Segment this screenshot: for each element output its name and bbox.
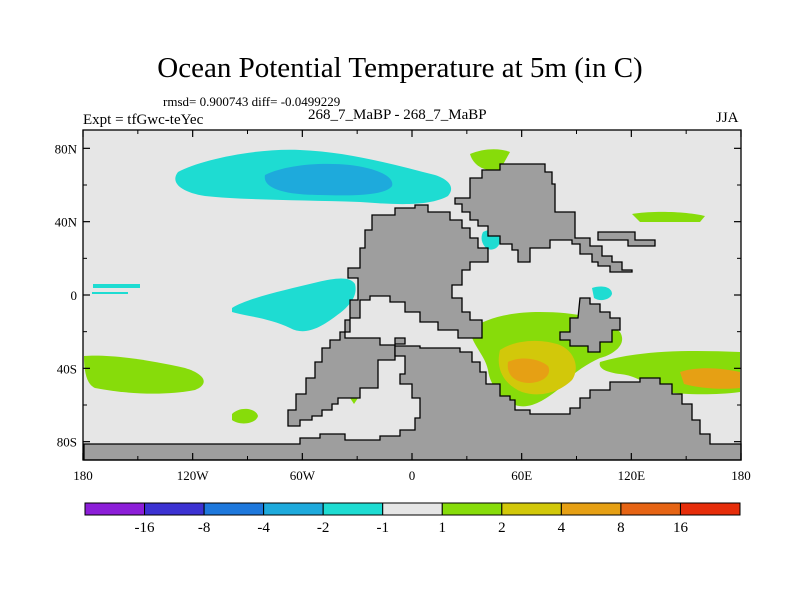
anomaly-layer bbox=[84, 149, 740, 424]
colorbar-label: 1 bbox=[439, 520, 447, 536]
x-tick-label: 120W bbox=[177, 468, 210, 483]
x-tick-label: 60W bbox=[290, 468, 316, 483]
chart-title: Ocean Potential Temperature at 5m (in C) bbox=[157, 52, 643, 84]
colorbar-label: -2 bbox=[317, 520, 330, 536]
land-main-north-east bbox=[454, 163, 633, 273]
colorbar-label: 4 bbox=[558, 520, 566, 536]
y-tick-label: 80N bbox=[55, 141, 78, 156]
colorbar-box-6 bbox=[441, 502, 503, 516]
land-east-island bbox=[559, 297, 621, 353]
land-southern bbox=[83, 345, 742, 461]
anomaly-small-cool-2 bbox=[592, 286, 612, 301]
x-axis: 180 120W 60W 0 60E 120E 180 bbox=[73, 130, 751, 483]
anomaly-small-warm-blob bbox=[232, 408, 258, 424]
land-strip-east bbox=[597, 231, 656, 247]
x-tick-label: 0 bbox=[409, 468, 416, 483]
anomaly-indian-ocean-core bbox=[507, 358, 550, 383]
colorbar-box-4 bbox=[322, 502, 384, 516]
x-tick-label: 180 bbox=[73, 468, 93, 483]
y-tick-label: 40S bbox=[57, 361, 77, 376]
colorbar-box-0 bbox=[84, 502, 146, 516]
colorbar-box-3 bbox=[263, 502, 324, 516]
colorbar-label: -16 bbox=[135, 520, 155, 536]
anomaly-north-pacific-core bbox=[264, 163, 393, 196]
anomaly-tiny-cool-lines bbox=[92, 284, 140, 294]
land-layer bbox=[83, 163, 742, 461]
y-tick-label: 0 bbox=[71, 288, 78, 303]
colorbar-label: 16 bbox=[673, 520, 689, 536]
colorbar-box-5 bbox=[382, 502, 443, 516]
stats-label: rmsd= 0.900743 diff= -0.0499229 bbox=[163, 94, 341, 109]
colorbar-label: 8 bbox=[617, 520, 625, 536]
case-label: 268_7_MaBP - 268_7_MaBP bbox=[308, 107, 487, 123]
colorbar-box-1 bbox=[144, 502, 205, 516]
y-axis: 80N 40N 0 40S 80S bbox=[55, 141, 741, 450]
colorbar-box-10 bbox=[679, 502, 741, 516]
x-tick-label: 60E bbox=[511, 468, 532, 483]
colorbar: -16 -8 -4 -2 -1 1 2 4 8 16 bbox=[84, 502, 741, 536]
anomaly-small-green-tri bbox=[350, 398, 358, 404]
anomaly-arabian-warm bbox=[632, 211, 705, 222]
anomaly-south-pacific-warm bbox=[84, 355, 204, 394]
colorbar-label: -8 bbox=[198, 520, 211, 536]
anomaly-southeast-core bbox=[680, 368, 740, 389]
colorbar-label: -1 bbox=[376, 520, 389, 536]
y-tick-label: 80S bbox=[57, 435, 77, 450]
colorbar-box-9 bbox=[620, 502, 681, 516]
colorbar-label: -4 bbox=[257, 520, 270, 536]
colorbar-box-2 bbox=[203, 502, 265, 516]
x-tick-label: 120E bbox=[618, 468, 646, 483]
y-tick-label: 40N bbox=[55, 215, 78, 230]
land-main-west bbox=[287, 204, 489, 427]
colorbar-label: 2 bbox=[498, 520, 506, 536]
anomaly-east-pacific-cool bbox=[232, 278, 356, 332]
season-label: JJA bbox=[716, 110, 739, 126]
experiment-label: Expt = tfGwc-teYec bbox=[83, 112, 204, 128]
colorbar-box-7 bbox=[501, 502, 562, 516]
x-tick-label: 180 bbox=[731, 468, 751, 483]
colorbar-box-8 bbox=[560, 502, 622, 516]
